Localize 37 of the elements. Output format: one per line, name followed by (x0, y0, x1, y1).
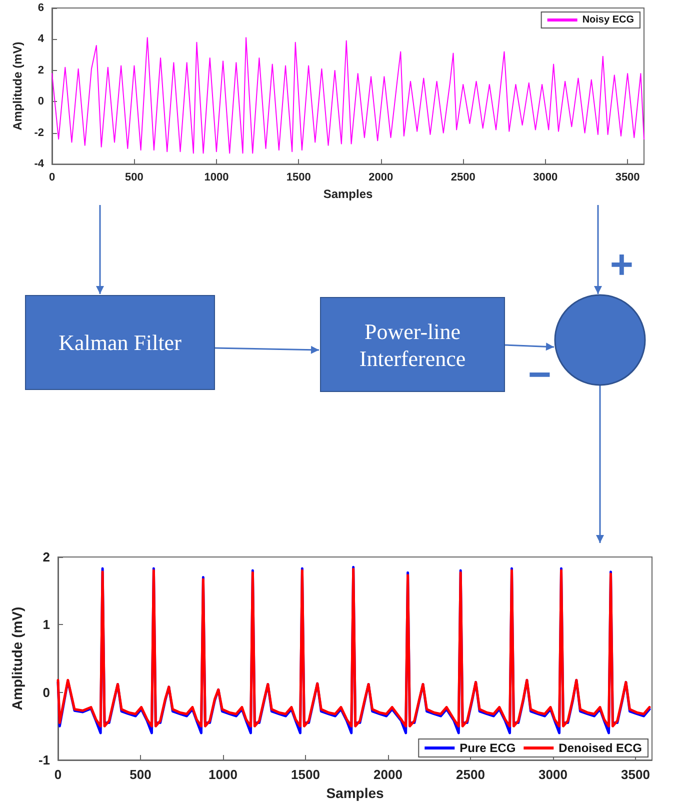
y-tick-label: -4 (34, 158, 45, 170)
y-tick-label: 2 (42, 550, 50, 564)
text: − (528, 353, 552, 397)
legend-label: Denoised ECG (558, 741, 642, 755)
y-axis-title: Amplitude (mV) (10, 42, 24, 130)
y-tick-label: 2 (38, 64, 44, 76)
y-tick-label: -1 (38, 752, 50, 768)
x-tick-label: 1500 (286, 172, 311, 184)
text: Power-line Interference (320, 297, 505, 392)
y-tick-label: 1 (42, 617, 50, 632)
x-tick-label: 2000 (368, 172, 394, 184)
x-tick-label: 3000 (538, 767, 568, 782)
x-tick-label: 3500 (615, 172, 640, 184)
y-tick-label: 6 (38, 2, 44, 14)
x-axis-title: Samples (323, 187, 374, 201)
x-tick-label: 500 (130, 767, 152, 782)
text: Kalman Filter (25, 295, 215, 390)
y-tick-label: 4 (38, 33, 45, 46)
y-axis-title: Amplitude (mV) (9, 606, 25, 710)
x-axis-title: Samples (326, 785, 384, 801)
legend-label: Noisy ECG (582, 14, 634, 26)
y-tick-label: -2 (34, 126, 44, 139)
x-tick-label: 3000 (533, 172, 558, 184)
legend-label: Pure ECG (460, 741, 516, 755)
line-series (52, 37, 644, 154)
x-tick-label: 1000 (208, 767, 238, 782)
x-tick-label: 3500 (621, 767, 650, 782)
x-tick-label: 0 (54, 767, 62, 782)
text: + (610, 243, 634, 287)
x-tick-label: 2000 (374, 767, 402, 782)
y-tick-label: 0 (38, 96, 44, 108)
x-tick-label: 2500 (456, 767, 485, 782)
x-tick-label: 1500 (291, 767, 320, 782)
y-tick-label: 0 (42, 684, 50, 700)
x-tick-label: 500 (125, 172, 144, 184)
x-tick-label: 2500 (450, 172, 476, 184)
x-tick-label: 1000 (204, 172, 229, 184)
